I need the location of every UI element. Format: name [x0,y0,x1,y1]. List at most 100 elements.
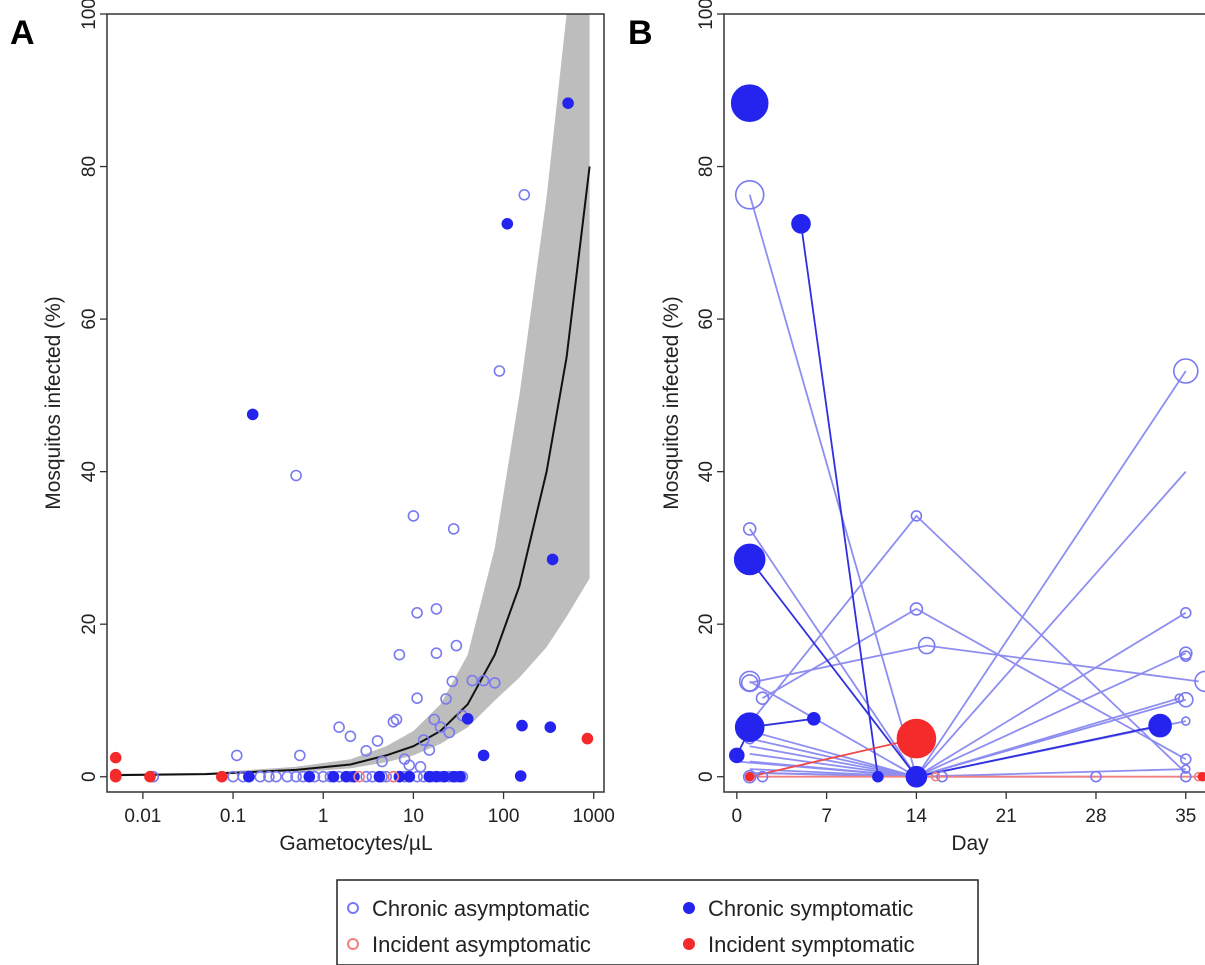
legend-chronic-symptomatic-label: Chronic symptomatic [708,896,913,921]
y-tick-label: 40 [696,461,717,482]
point-chronic-asymptomatic [393,648,406,661]
point-chronic-symptomatic [1148,713,1172,738]
point-chronic-asymptomatic [1180,606,1192,619]
point-chronic-symptomatic [461,712,474,725]
point-incident-symptomatic [109,751,122,764]
y-tick-label: 0 [79,771,100,782]
x-tick-label: 21 [996,806,1017,827]
point-chronic-asymptomatic [360,770,373,783]
x-tick-label: 0.01 [124,806,161,827]
point-incident-asymptomatic [387,770,400,783]
point-chronic-symptomatic [246,408,259,421]
panel-a-y-axis-title: Mosquitos infected (%) [42,296,65,510]
point-chronic-symptomatic [514,770,527,782]
point-chronic-symptomatic [501,218,514,230]
point-chronic-symptomatic [403,770,416,783]
point-incident-symptomatic [109,770,122,783]
point-chronic-symptomatic [477,749,490,762]
legend-chronic-asymptomatic-label: Chronic asymptomatic [372,896,590,921]
y-tick-label: 60 [696,309,717,330]
panel-a-x-axis: 0.01 0.1 1 10 100 1000 [124,792,615,827]
trajectory-chronic-symptomatic [800,223,879,777]
point-chronic-asymptomatic [917,636,936,655]
point-chronic-asymptomatic [734,180,765,210]
point-chronic-asymptomatic [411,606,423,619]
point-chronic-asymptomatic [290,469,302,482]
trajectory-chronic-asymptomatic [748,514,1187,774]
trajectory-chronic-asymptomatic [749,697,1180,778]
point-chronic-asymptomatic [423,744,436,756]
point-chronic-symptomatic [454,770,466,783]
legend-incident-symptomatic-label: Incident symptomatic [708,932,915,957]
fit-line [115,166,591,777]
point-chronic-asymptomatic [414,760,427,773]
legend-incident-symptomatic-marker [683,938,695,950]
point-chronic-asymptomatic [390,713,403,726]
point-chronic-asymptomatic [742,769,757,784]
trajectory-chronic-asymptomatic [762,607,1187,760]
point-incident-asymptomatic [930,771,941,782]
point-chronic-asymptomatic [740,674,759,692]
point-chronic-symptomatic [562,97,574,109]
point-chronic-asymptomatic [263,770,275,783]
trajectory-chronic-asymptomatic [748,194,918,777]
point-incident-symptomatic [581,732,594,745]
point-incident-symptomatic [216,770,228,783]
legend-chronic-asymptomatic-marker [347,902,359,914]
point-chronic-asymptomatic [417,734,430,746]
panel-b-trajectories [735,194,1205,778]
point-chronic-symptomatic [728,747,745,764]
legend-box [336,879,979,965]
point-chronic-symptomatic [373,770,386,783]
point-chronic-asymptomatic [518,189,531,201]
ci-band [115,14,590,776]
point-chronic-asymptomatic [1179,646,1193,661]
point-chronic-asymptomatic [910,510,923,522]
point-chronic-asymptomatic [450,639,463,652]
panel-b-x-axis-title: Day [951,832,989,855]
point-chronic-asymptomatic [755,691,770,706]
point-chronic-symptomatic [544,721,557,734]
trajectory-incident-symptomatic [749,737,917,778]
legend-incident-asymptomatic-marker [347,938,359,950]
legend-chronic-symptomatic-marker [683,902,695,914]
panel-b-y-axis-title: Mosquitos infected (%) [660,296,683,510]
point-chronic-symptomatic [791,214,811,234]
point-chronic-asymptomatic [333,721,345,734]
point-chronic-asymptomatic [756,770,769,783]
point-chronic-asymptomatic [1194,670,1205,693]
point-chronic-asymptomatic [293,749,306,762]
point-chronic-asymptomatic [443,726,456,739]
point-chronic-symptomatic [243,770,255,783]
point-chronic-symptomatic [438,770,451,783]
point-chronic-asymptomatic [488,677,501,689]
y-tick-label: 60 [79,309,100,330]
panel-b-y-axis: 0 20 40 60 80 100 [696,0,724,782]
point-chronic-asymptomatic [1174,693,1185,704]
trajectory-chronic-symptomatic [748,558,918,778]
point-chronic-symptomatic [327,770,340,783]
point-incident-symptomatic [144,770,156,783]
point-chronic-asymptomatic [387,715,400,728]
x-tick-label: 1000 [573,806,615,827]
point-chronic-asymptomatic [371,735,384,747]
point-chronic-asymptomatic [360,744,373,757]
panel-b-plot-frame [723,13,1205,793]
point-chronic-symptomatic [733,543,766,576]
panel-a-x-axis-title: Gametocytes/µL [279,832,432,855]
y-tick-label: 20 [79,614,100,635]
y-tick-label: 40 [79,461,100,482]
point-chronic-asymptomatic [270,770,282,783]
point-chronic-symptomatic [734,712,765,743]
point-chronic-asymptomatic [909,602,924,616]
trajectory-chronic-asymptomatic [749,680,917,778]
point-chronic-asymptomatic [477,674,490,687]
point-chronic-asymptomatic [446,675,459,688]
x-tick-label: 10 [403,806,424,827]
point-chronic-asymptomatic [407,510,420,522]
panel-a-plot-frame [106,13,605,793]
point-chronic-symptomatic [872,770,884,783]
panel-a-data-points [109,97,594,783]
point-chronic-asymptomatic [428,713,441,726]
